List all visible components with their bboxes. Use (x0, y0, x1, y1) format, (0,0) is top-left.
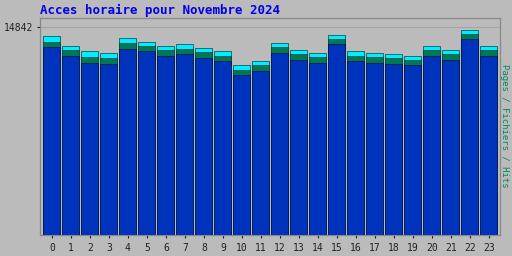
Bar (423, 46, 440, 235)
Bar (366, 62, 383, 235)
Bar (100, 58, 117, 235)
Bar (138, 46, 156, 235)
Bar (81, 51, 98, 235)
Bar (44, 47, 60, 235)
Bar (176, 49, 194, 235)
Bar (138, 51, 156, 235)
Bar (290, 60, 307, 235)
Bar (195, 58, 212, 235)
Bar (100, 54, 117, 235)
Bar (442, 60, 459, 235)
Bar (442, 54, 459, 235)
Bar (233, 65, 250, 235)
Bar (366, 57, 383, 235)
Bar (62, 50, 79, 235)
Bar (271, 53, 288, 235)
Bar (309, 57, 326, 235)
Bar (271, 43, 288, 235)
Bar (157, 50, 175, 235)
Bar (119, 38, 136, 235)
Bar (385, 64, 402, 235)
Bar (480, 50, 497, 235)
Bar (215, 56, 231, 235)
Bar (385, 58, 402, 235)
Bar (347, 56, 365, 235)
Bar (442, 50, 459, 235)
Bar (119, 49, 136, 235)
Bar (328, 39, 346, 235)
Bar (290, 54, 307, 235)
Bar (328, 35, 346, 235)
Bar (44, 41, 60, 235)
Bar (157, 56, 175, 235)
Bar (252, 61, 269, 235)
Bar (480, 56, 497, 235)
Bar (271, 47, 288, 235)
Bar (423, 50, 440, 235)
Bar (385, 54, 402, 235)
Bar (233, 70, 250, 235)
Bar (328, 44, 346, 235)
Bar (176, 54, 194, 235)
Bar (461, 30, 478, 235)
Bar (252, 65, 269, 235)
Bar (347, 51, 365, 235)
Bar (233, 75, 250, 235)
Bar (290, 50, 307, 235)
Y-axis label: Pages / Fichiers / Hits: Pages / Fichiers / Hits (500, 65, 508, 188)
Bar (100, 64, 117, 235)
Bar (195, 52, 212, 235)
Bar (309, 53, 326, 235)
Bar (44, 36, 60, 235)
Bar (404, 65, 421, 235)
Bar (176, 44, 194, 235)
Bar (461, 39, 478, 235)
Bar (157, 46, 175, 235)
Bar (404, 60, 421, 235)
Bar (309, 62, 326, 235)
Bar (366, 53, 383, 235)
Bar (195, 48, 212, 235)
Bar (423, 56, 440, 235)
Bar (81, 62, 98, 235)
Bar (215, 61, 231, 235)
Bar (480, 46, 497, 235)
Bar (119, 43, 136, 235)
Bar (138, 41, 156, 235)
Bar (62, 46, 79, 235)
Bar (347, 61, 365, 235)
Bar (404, 56, 421, 235)
Bar (81, 57, 98, 235)
Bar (461, 34, 478, 235)
Text: Acces horaire pour Novembre 2024: Acces horaire pour Novembre 2024 (40, 4, 281, 17)
Bar (252, 71, 269, 235)
Bar (62, 56, 79, 235)
Bar (215, 51, 231, 235)
